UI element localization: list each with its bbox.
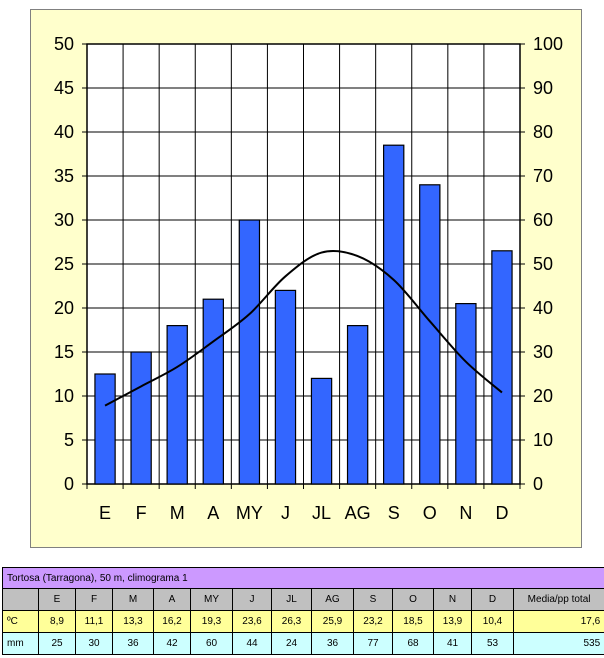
x-category-label: S <box>388 503 400 523</box>
precipitation-bar <box>202 298 224 485</box>
y-right-tick-label: 60 <box>533 210 553 230</box>
header-cell: J <box>232 588 272 611</box>
y-right-tick-label: 40 <box>533 298 553 318</box>
rain-cell: 25 <box>38 632 76 655</box>
table-title: Tortosa (Tarragona), 50 m, climograma 1 <box>1 567 604 589</box>
rain-cell: 44 <box>232 632 272 655</box>
climograph-chart: 0 0 5 10 10 20 15 30 20 40 25 50 30 60 35 70 40 80 45 90 50 1… <box>54 34 563 523</box>
temp-cell: 17,6 <box>512 610 604 633</box>
temp-cell: 13,3 <box>112 610 154 633</box>
rain-cell: 68 <box>392 632 434 655</box>
y-left-tick-label: 45 <box>54 78 74 98</box>
rain-cell: 41 <box>433 632 472 655</box>
temp-cell: 23,2 <box>353 610 393 633</box>
header-cell: MY <box>190 588 233 611</box>
temp-cell: 18,5 <box>392 610 434 633</box>
y-left-tick-label: 40 <box>54 122 74 142</box>
header-cell: A <box>153 588 191 611</box>
y-right-tick-label: 90 <box>533 78 553 98</box>
temp-cell: 23,6 <box>232 610 272 633</box>
precipitation-bar <box>238 219 261 485</box>
x-category-label: J <box>281 503 290 523</box>
temp-cell: 19,3 <box>190 610 233 633</box>
y-left-tick-label: 0 <box>64 474 74 494</box>
y-right-tick-label: 30 <box>533 342 553 362</box>
temp-cell: 13,9 <box>433 610 472 633</box>
plot-border <box>86 43 521 485</box>
header-cell <box>2 588 39 611</box>
table-header-row: E F M A MY J JL AG S O N D Media/pp total <box>2 588 604 611</box>
y-right-tick-label: 10 <box>533 430 553 450</box>
y-left-tick-label: 50 <box>54 34 74 54</box>
temperature-line <box>104 249 503 407</box>
rain-cell: 36 <box>112 632 154 655</box>
x-category-label: N <box>459 503 472 523</box>
y-left-tick-label: 15 <box>54 342 74 362</box>
y-left-tick-label: 20 <box>54 298 74 318</box>
temperature-row: ºC 8,9 11,1 13,3 16,2 19,3 23,6 26,3 25,9 23,2 18,… <box>2 610 604 633</box>
x-category-label: E <box>99 503 111 523</box>
climate-data-table: Tortosa (Tarragona), 50 m, climograma 1 … <box>1 567 604 655</box>
x-category-label: F <box>136 503 147 523</box>
y-right-tick-label: 20 <box>533 386 553 406</box>
temp-cell: 11,1 <box>75 610 113 633</box>
precipitation-bar <box>383 144 405 485</box>
precipitation-bar <box>491 250 513 485</box>
header-cell: E <box>38 588 76 611</box>
precipitation-bar <box>346 325 369 485</box>
header-cell: Media/pp total <box>512 588 604 611</box>
y-right-tick-label: 70 <box>533 166 553 186</box>
rain-cell: mm <box>2 632 39 655</box>
x-category-label: M <box>170 503 185 523</box>
temp-cell: 26,3 <box>271 610 312 633</box>
y-right-tick-label: 100 <box>533 34 563 54</box>
header-cell: JL <box>271 588 312 611</box>
header-cell: O <box>392 588 434 611</box>
precipitation-bar <box>455 303 477 485</box>
rain-cell: 77 <box>353 632 393 655</box>
x-category-label: MY <box>236 503 263 523</box>
x-category-label: AG <box>345 503 371 523</box>
rain-cell: 24 <box>271 632 312 655</box>
rain-cell: 60 <box>190 632 233 655</box>
precipitation-bar <box>419 184 441 485</box>
header-cell: M <box>112 588 154 611</box>
temp-cell: 10,4 <box>471 610 514 633</box>
chart-panel: 0 0 5 10 10 20 15 30 20 40 25 50 30 60 35 70 40 80 45 90 50 1… <box>30 9 582 548</box>
precipitation-bar <box>94 373 116 485</box>
y-left-tick-label: 10 <box>54 386 74 406</box>
temp-cell: 16,2 <box>153 610 191 633</box>
rain-cell: 42 <box>153 632 191 655</box>
rain-cell: 535 <box>512 632 604 655</box>
y-right-tick-label: 50 <box>533 254 553 274</box>
precipitation-bar <box>130 351 152 485</box>
header-cell: D <box>471 588 514 611</box>
rain-cell: 36 <box>311 632 354 655</box>
header-cell: F <box>75 588 113 611</box>
precipitation-bar <box>310 377 333 485</box>
x-category-label: O <box>423 503 437 523</box>
y-right-tick-label: 80 <box>533 122 553 142</box>
y-left-tick-label: 30 <box>54 210 74 230</box>
y-left-tick-label: 35 <box>54 166 74 186</box>
y-right-tick-label: 0 <box>533 474 543 494</box>
rain-cell: 30 <box>75 632 113 655</box>
x-category-label: JL <box>312 503 331 523</box>
header-cell: N <box>433 588 472 611</box>
x-category-label: A <box>207 503 219 523</box>
precipitation-bar <box>166 325 188 485</box>
y-left-tick-label: 5 <box>64 430 74 450</box>
rain-cell: 53 <box>471 632 514 655</box>
precipitation-row: mm 25 30 36 42 60 44 24 36 77 68 41 53 535 <box>2 632 604 655</box>
header-cell: AG <box>311 588 354 611</box>
x-category-label: D <box>495 503 508 523</box>
y-left-tick-label: 25 <box>54 254 74 274</box>
header-cell: S <box>353 588 393 611</box>
precipitation-bar <box>274 289 297 485</box>
temp-cell: 8,9 <box>38 610 76 633</box>
temp-cell: 25,9 <box>311 610 354 633</box>
temp-cell: ºC <box>2 610 39 633</box>
